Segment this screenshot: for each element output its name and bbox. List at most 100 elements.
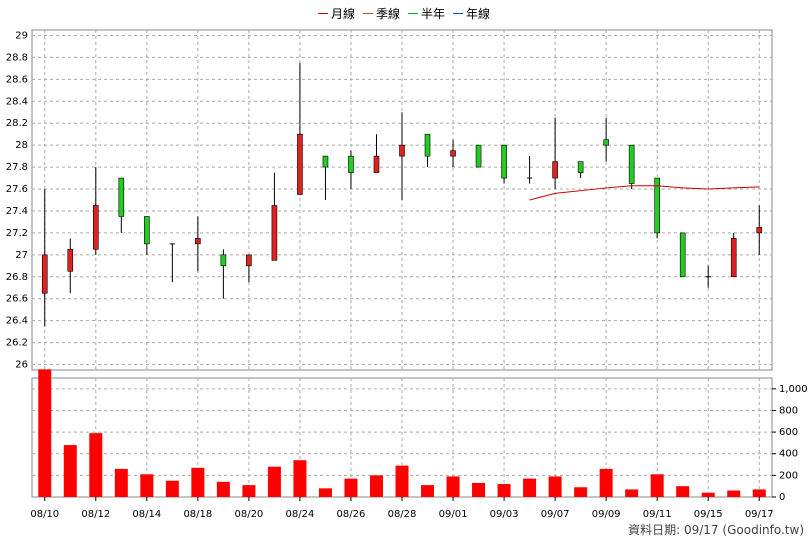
volume-bar — [421, 485, 435, 497]
candle-body — [577, 161, 584, 173]
volume-bar — [114, 468, 128, 497]
price-tick-label: 28.4 — [6, 96, 28, 107]
volume-bar — [63, 445, 77, 497]
candle-body — [297, 133, 303, 195]
volume-bar — [89, 433, 103, 497]
volume-bar — [752, 489, 766, 497]
volume-bar — [369, 475, 383, 497]
legend-label: 年線 — [466, 7, 491, 21]
volume-bar — [293, 460, 307, 497]
volume-bar — [523, 478, 537, 497]
volume-bar — [344, 478, 358, 497]
price-tick-label: 26.8 — [6, 272, 28, 283]
volume-bar — [497, 484, 511, 497]
price-tick-label: 27 — [15, 250, 28, 261]
volume-bar — [267, 466, 281, 497]
candle-body — [756, 227, 763, 234]
volume-tick-label: 200 — [779, 470, 798, 481]
candle-body — [41, 254, 48, 294]
x-tick-label: 08/24 — [286, 509, 315, 520]
volume-bar — [727, 490, 741, 497]
price-tick-label: 27.2 — [6, 228, 28, 239]
x-tick-label: 09/01 — [439, 509, 468, 520]
legend-swatch — [453, 13, 464, 14]
candle-body — [118, 177, 125, 217]
price-tick-label: 26.4 — [6, 316, 28, 327]
x-tick-label: 09/17 — [745, 509, 774, 520]
volume-tick-label: 800 — [779, 405, 798, 416]
candle-body — [424, 133, 431, 157]
price-tick-label: 26.6 — [6, 294, 28, 305]
candle-body — [450, 150, 456, 157]
candle-body — [730, 238, 737, 278]
price-tick-label: 28 — [15, 140, 28, 151]
volume-bar — [242, 485, 256, 497]
volume-tick-label: 400 — [779, 449, 798, 460]
candle-body — [603, 139, 609, 146]
candle-body — [348, 155, 354, 173]
volume-bar — [650, 474, 664, 497]
price-tick-label: 28.6 — [6, 74, 28, 85]
x-tick-label: 09/03 — [490, 509, 519, 520]
volume-bar — [165, 480, 179, 497]
price-tick-label: 27.8 — [6, 162, 28, 173]
volume-bar — [548, 476, 562, 497]
price-tick-label: 26.2 — [6, 338, 28, 349]
data-source: (Goodinfo.tw) — [722, 523, 804, 537]
legend-label: 月線 — [330, 7, 355, 21]
price-tick-label: 26 — [15, 360, 28, 371]
volume-bar — [472, 482, 486, 497]
legend-item: 年線 — [453, 5, 490, 22]
volume-bar — [318, 488, 332, 497]
volume-bar — [574, 487, 588, 497]
x-tick-label: 08/26 — [337, 509, 366, 520]
candle-body — [679, 232, 686, 278]
x-tick-label: 08/12 — [81, 509, 110, 520]
legend-swatch — [408, 13, 418, 14]
x-tick-label: 08/14 — [132, 509, 161, 520]
candle-body — [399, 144, 405, 157]
x-tick-label: 09/07 — [541, 509, 570, 520]
volume-bar — [599, 468, 613, 497]
volume-bar — [676, 486, 690, 497]
legend-item: 月線 — [317, 5, 355, 22]
x-tick-label: 08/20 — [234, 509, 263, 520]
legend-item: 半年 — [408, 5, 445, 22]
candle-body — [322, 155, 329, 168]
legend-label: 半年 — [421, 7, 446, 21]
candle-body — [552, 161, 558, 179]
volume-tick-label: 600 — [779, 427, 798, 438]
x-tick-label: 09/11 — [643, 509, 672, 520]
x-tick-label: 08/10 — [30, 509, 59, 520]
price-tick-label: 27.4 — [6, 206, 28, 217]
price-tick-label: 29 — [15, 30, 28, 41]
legend-swatch — [362, 13, 373, 14]
candle-body — [501, 144, 507, 179]
data-date-label: 資料日期: 09/17 — [628, 523, 719, 537]
volume-bar — [395, 465, 409, 497]
price-tick-label: 28.2 — [6, 118, 28, 129]
x-tick-label: 08/28 — [388, 509, 417, 520]
volume-bar — [216, 481, 230, 497]
candle-body — [246, 254, 252, 267]
volume-tick-label: 0 — [779, 492, 785, 503]
x-tick-label: 09/09 — [592, 509, 621, 520]
price-tick-label: 28.8 — [6, 52, 28, 63]
volume-bar — [191, 467, 205, 497]
candle-body — [373, 155, 380, 173]
volume-bar — [140, 474, 154, 497]
footer: 資料日期: 09/17 (Goodinfo.tw) — [628, 521, 804, 538]
legend-item: 季線 — [362, 5, 400, 22]
volume-bar — [446, 476, 460, 497]
candle-body — [271, 205, 278, 261]
volume-tick-label: 1,000 — [779, 384, 808, 395]
candle-body — [195, 238, 201, 245]
ma-month-line — [529, 185, 760, 201]
volume-bar — [625, 489, 639, 497]
candle-body — [654, 177, 660, 234]
candle-body — [67, 249, 74, 272]
legend-swatch — [317, 13, 328, 14]
price-tick-label: 27.6 — [6, 184, 28, 195]
candle-body — [92, 205, 99, 250]
